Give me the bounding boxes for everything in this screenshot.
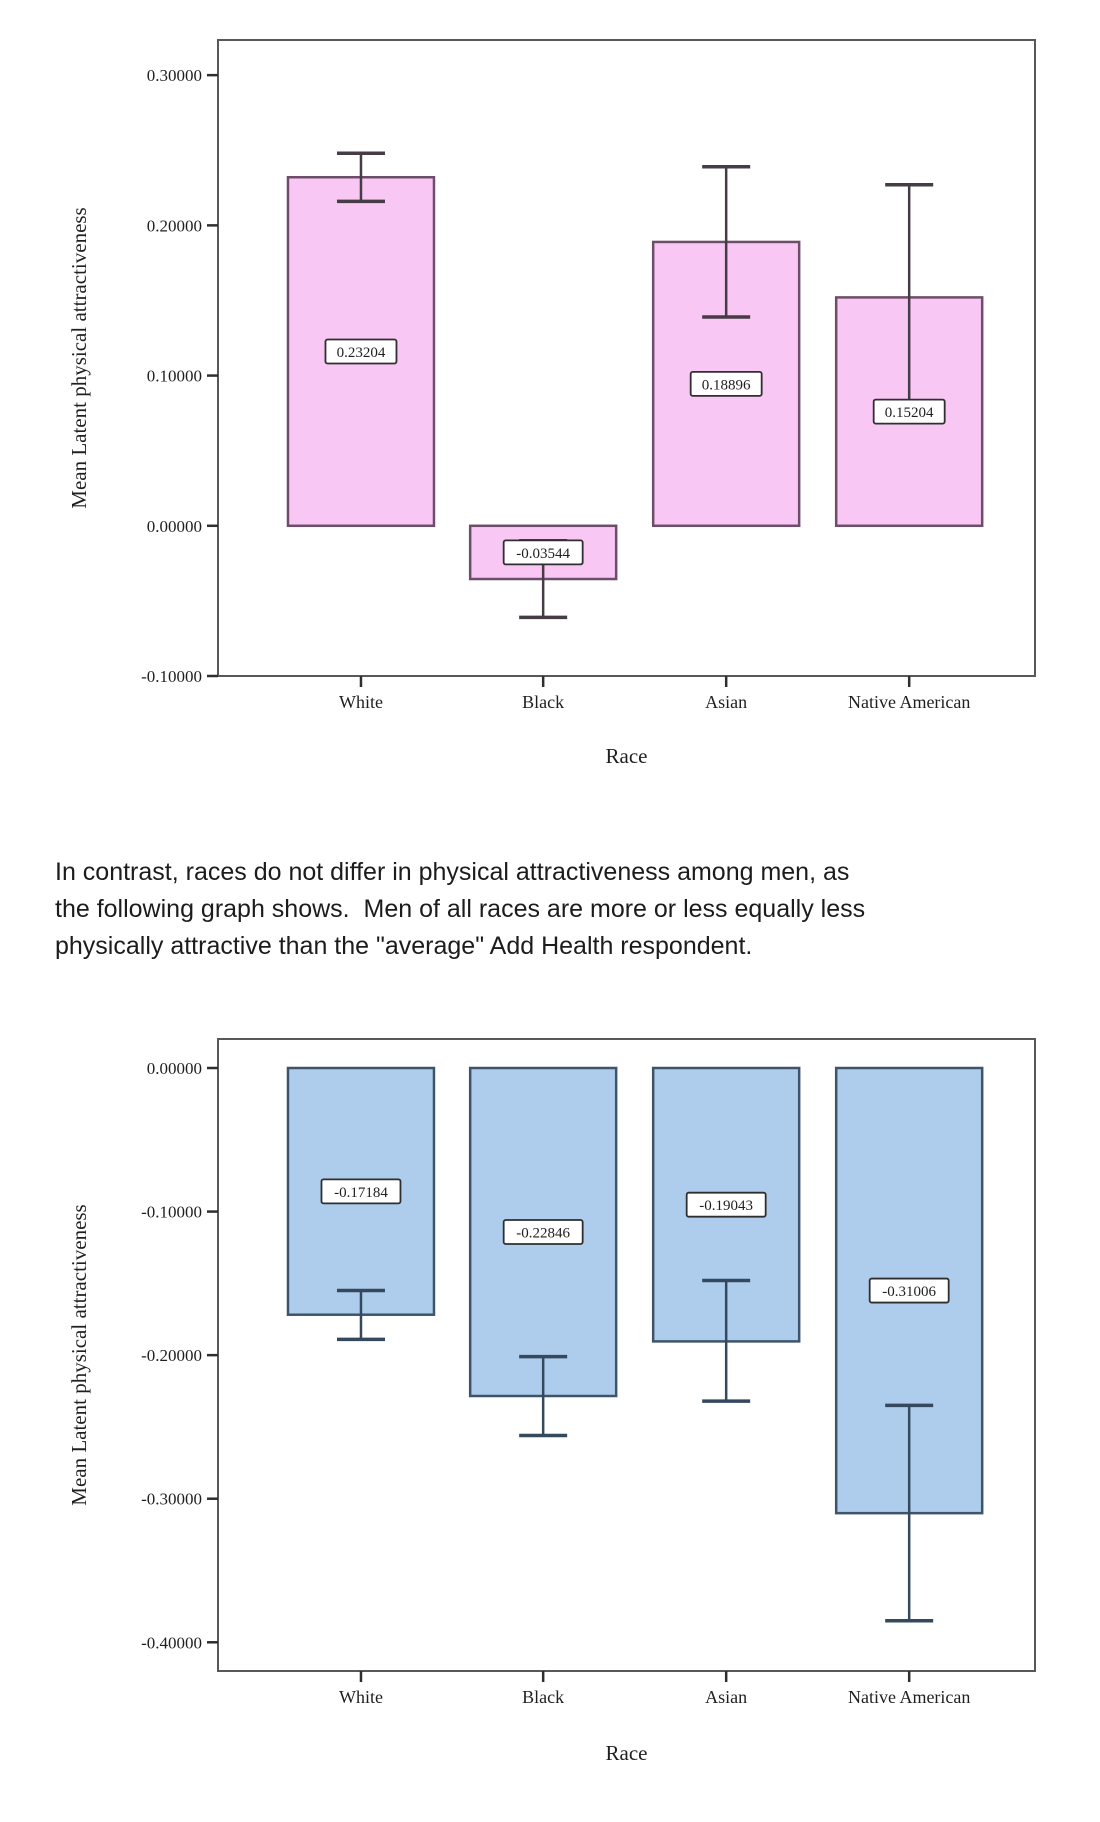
y-axis-tick-label: 0.10000 [147, 367, 202, 386]
y-axis-tick-label: -0.10000 [141, 1203, 202, 1222]
bar-value-label: -0.03544 [516, 546, 570, 562]
x-axis-category-label: Asian [705, 692, 747, 712]
bar-value-label: -0.31006 [882, 1284, 936, 1300]
paragraph-line: the following graph shows. Men of all ra… [55, 895, 866, 923]
paragraph-line: In contrast, races do not differ in phys… [55, 858, 850, 886]
bar-value-label: -0.17184 [334, 1185, 388, 1201]
y-axis-title: Mean Latent physical attractiveness [67, 1204, 91, 1505]
y-axis-tick-label: -0.30000 [141, 1490, 202, 1509]
men-chart-figure: 0.00000 -0.10000 -0.20000 -0.30000 -0.40000 M… [0, 991, 1100, 1803]
plot-border [217, 39, 1036, 677]
bar-value-label-box [872, 398, 946, 425]
y-axis-tick-label: -0.20000 [141, 1346, 202, 1365]
bar-value-label-box [689, 370, 763, 397]
men-attractiveness-chart: 0.00000 -0.10000 -0.20000 -0.30000 -0.40000 M… [67, 1038, 1036, 1765]
bar-value-label-box [320, 1178, 402, 1205]
women-chart-figure: 0.30000 0.20000 0.10000 0.00000 -0.10000 Mean… [0, 0, 1100, 800]
bar-value-label: -0.22846 [516, 1226, 570, 1242]
y-axis-tick-label: 0.00000 [147, 1059, 202, 1078]
bar-value-label-box [324, 338, 398, 365]
women-attractiveness-chart: 0.30000 0.20000 0.10000 0.00000 -0.10000 Mean… [67, 39, 1036, 768]
x-axis-title: Race [606, 744, 648, 768]
bar-value-label-box [502, 1219, 584, 1245]
x-axis-category-label: White [339, 692, 383, 712]
bar-value-label: 0.18896 [702, 377, 751, 393]
paragraph-line: physically attractive than the "average"… [55, 932, 753, 960]
x-axis-category-label: Black [522, 692, 564, 712]
bar-value-label-box [868, 1277, 950, 1304]
y-axis-title: Mean Latent physical attractiveness [67, 207, 91, 508]
bar-value-label-box [502, 539, 584, 566]
y-axis-tick-label: 0.20000 [147, 216, 202, 235]
bar-value-label: 0.15204 [885, 405, 934, 421]
y-axis-tick-label: 0.00000 [147, 517, 202, 536]
x-axis-category-label: Asian [705, 1687, 747, 1707]
x-axis-category-label: Native American [848, 1687, 970, 1707]
y-axis-tick-label: -0.10000 [141, 667, 202, 686]
body-paragraph: In contrast, races do not differ in phys… [55, 854, 1100, 965]
bar-value-label: -0.19043 [699, 1198, 753, 1214]
x-axis-category-label: Black [522, 1687, 564, 1707]
x-axis-title: Race [606, 1741, 648, 1765]
x-axis-category-label: Native American [848, 692, 970, 712]
x-axis-category-label: White [339, 1687, 383, 1707]
y-axis-tick-label: -0.40000 [141, 1633, 202, 1652]
bar-value-label-box [685, 1191, 767, 1218]
y-axis-tick-label: 0.30000 [147, 66, 202, 85]
bar-value-label: 0.23204 [337, 345, 386, 361]
